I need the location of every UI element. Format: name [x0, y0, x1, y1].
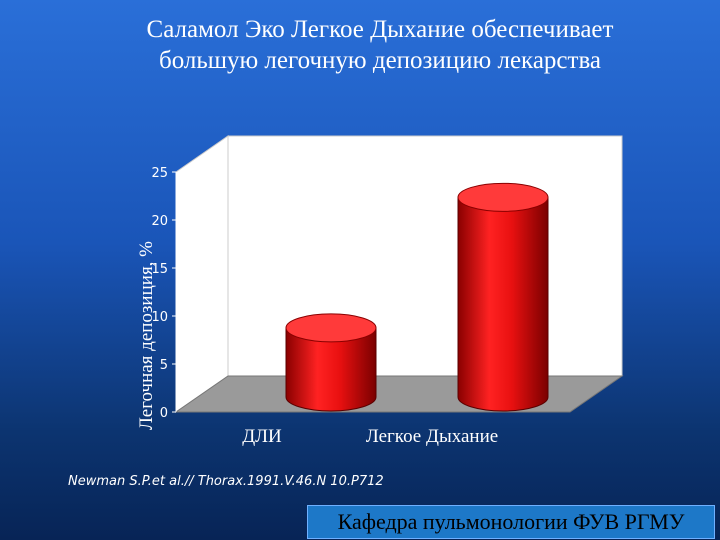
- category-label: ДЛИ: [242, 426, 282, 447]
- y-tick-label: 25: [151, 166, 168, 181]
- x-axis-labels: ДЛИ Легкое Дыхание: [242, 426, 498, 447]
- bar-body: [457, 196, 549, 412]
- side-wall: [175, 135, 229, 413]
- floor: [174, 375, 624, 413]
- slide-title: Саламол Эко Легкое Дыхание обеспечивает …: [80, 14, 680, 76]
- title-line-2: большую легочную депозицию лекарства: [158, 47, 602, 74]
- citation-text: Newman S.P.et al.// Thorax.1991.V.46.N 1…: [68, 474, 384, 489]
- y-axis: 0 5 10 15 20 25: [151, 166, 177, 421]
- bar-2: [457, 182, 549, 412]
- title-line-1: Саламол Эко Легкое Дыхание обеспечивает: [146, 16, 614, 43]
- bars: [285, 182, 549, 412]
- bar-1: [285, 313, 377, 412]
- y-tick-label: 10: [151, 310, 168, 325]
- value-label: 20,8: [497, 159, 529, 179]
- y-axis-label: Легочная депозиция, %: [136, 241, 157, 430]
- value-labels: 7,2 20,8: [330, 159, 529, 310]
- chart-walls: [174, 135, 624, 413]
- value-label: 7,2: [330, 290, 353, 310]
- y-tick-label: 15: [151, 262, 168, 277]
- footer-department: Кафедра пульмонологии ФУВ РГМУ: [307, 505, 715, 539]
- bar-top: [457, 182, 549, 212]
- y-tick-label: 5: [160, 358, 168, 373]
- y-tick-label: 0: [160, 406, 168, 421]
- y-tick-label: 20: [151, 214, 168, 229]
- category-label: Легкое Дыхание: [366, 426, 498, 447]
- bar-body: [285, 327, 377, 412]
- bar-top: [285, 313, 377, 343]
